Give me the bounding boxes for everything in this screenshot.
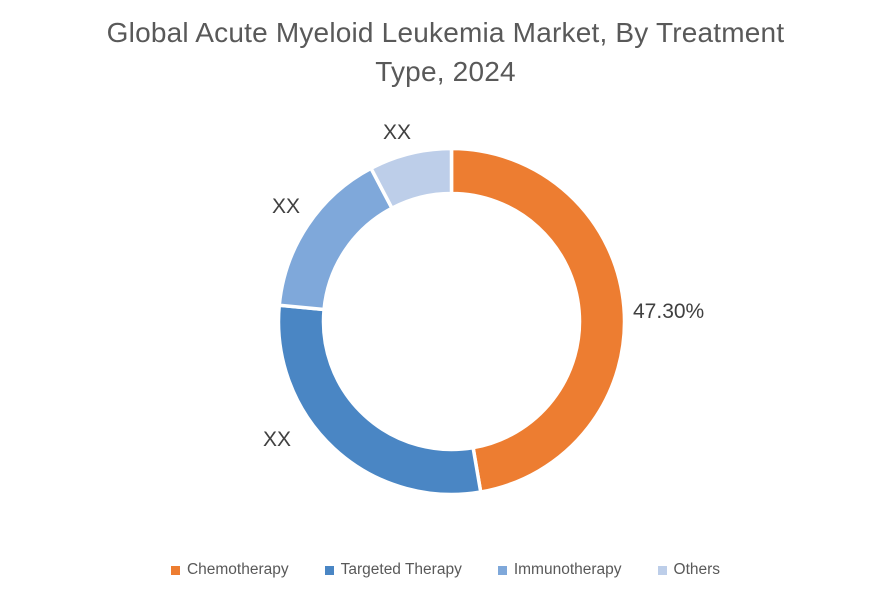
legend-item-others: Others — [657, 561, 721, 579]
legend-item-targeted-therapy: Targeted Therapy — [324, 561, 462, 579]
legend-swatch-targeted-therapy — [324, 565, 334, 575]
legend-label-targeted-therapy: Targeted Therapy — [340, 561, 462, 578]
legend-item-immunotherapy: Immunotherapy — [497, 561, 622, 579]
slice-others — [368, 146, 454, 211]
chart-title-line-1: Global Acute Myeloid Leukemia Market, By… — [106, 17, 785, 48]
legend-swatch-immunotherapy — [497, 565, 507, 575]
chart-legend: Chemotherapy Targeted Therapy Immunotherap… — [0, 561, 891, 579]
legend-item-chemotherapy: Chemotherapy — [170, 561, 289, 579]
chart-title-line-2: Type, 2024 — [375, 56, 516, 87]
legend-label-others: Others — [673, 561, 721, 578]
slice-chemotherapy — [449, 146, 627, 495]
legend-swatch-chemotherapy — [170, 565, 180, 575]
legend-swatch-others — [657, 565, 667, 575]
legend-label-immunotherapy: Immunotherapy — [513, 561, 622, 578]
slice-targeted-therapy — [276, 303, 483, 497]
data-label-chemotherapy: 47.30% — [633, 300, 704, 323]
data-label-immunotherapy: XX — [272, 195, 300, 218]
chart-title: Global Acute Myeloid Leukemia Market, By… — [0, 13, 891, 91]
data-label-others: XX — [383, 121, 411, 144]
data-label-targeted-therapy: XX — [263, 428, 291, 451]
legend-label-chemotherapy: Chemotherapy — [186, 561, 289, 578]
slice-immunotherapy — [277, 165, 395, 312]
